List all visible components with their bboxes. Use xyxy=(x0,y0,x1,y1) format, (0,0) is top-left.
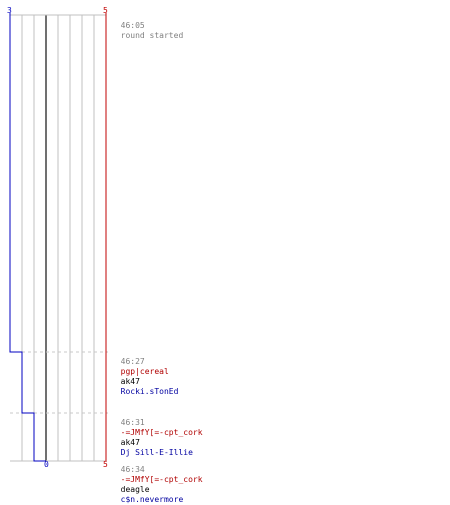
event-dashes xyxy=(10,351,108,414)
grid-lines xyxy=(10,14,106,462)
team-b-score-top: 5 xyxy=(103,6,108,15)
team-a-score-top: 3 xyxy=(7,6,12,15)
log-victim: Rocki.sTonEd xyxy=(120,387,179,396)
log-victim: Dj Sill-E-Illie xyxy=(120,448,193,457)
log-weapon: ak47 xyxy=(120,438,140,447)
log-attacker: -=JMfY[=-cpt_cork xyxy=(120,475,203,484)
log-row: 46:05 round started xyxy=(111,11,184,41)
log-row: 46:31 -=JMfY[=-cpt_cork ak47 Dj Sill-E-I… xyxy=(111,408,203,458)
score-traces xyxy=(9,13,107,462)
log-message: round started xyxy=(120,31,184,40)
log-time: 46:05 xyxy=(120,21,145,30)
log-attacker: -=JMfY[=-cpt_cork xyxy=(120,428,203,437)
log-time: 46:31 xyxy=(120,418,145,427)
log-weapon: ak47 xyxy=(120,377,140,386)
team-a-trace xyxy=(9,13,46,462)
log-time: 46:27 xyxy=(120,357,145,366)
team-a-score-bottom: 0 xyxy=(44,460,49,469)
log-row: 46:34 -=JMfY[=-cpt_cork deagle c$n.never… xyxy=(111,455,203,505)
log-attacker: pgp|cereal xyxy=(120,367,169,376)
log-time: 46:34 xyxy=(120,465,145,474)
team-b-score-bottom: 5 xyxy=(103,460,108,469)
log-weapon: deagle xyxy=(120,485,150,494)
log-row: 46:27 pgp|cereal ak47 Rocki.sTonEd xyxy=(111,347,179,397)
